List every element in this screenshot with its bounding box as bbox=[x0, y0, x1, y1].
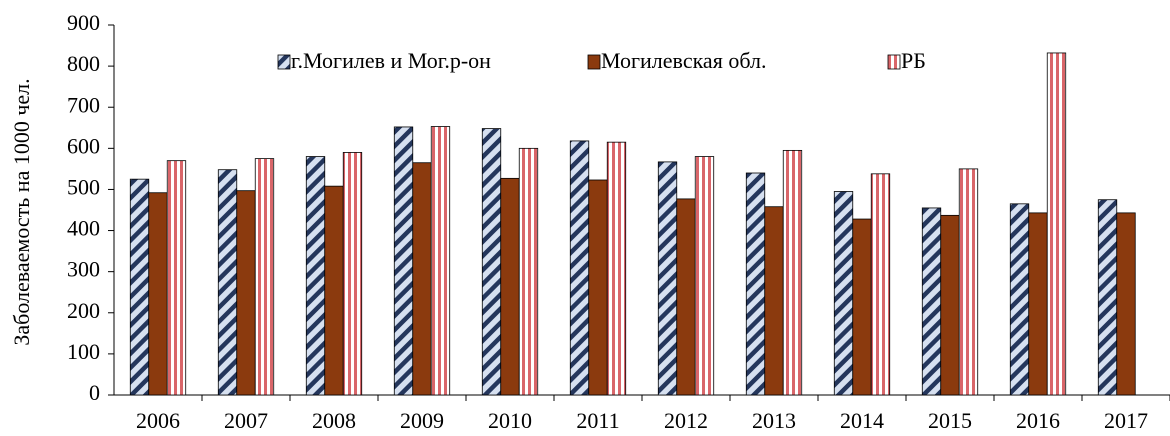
bar bbox=[500, 177, 520, 396]
y-tick-label: 700 bbox=[67, 92, 100, 117]
bar bbox=[852, 218, 872, 396]
bar bbox=[694, 156, 715, 396]
bar bbox=[412, 162, 432, 396]
bar bbox=[324, 185, 344, 396]
legend-swatch bbox=[887, 54, 901, 70]
y-tick-label: 500 bbox=[67, 174, 100, 199]
bar bbox=[1097, 199, 1118, 396]
bar bbox=[606, 141, 627, 396]
x-tick-label: 2010 bbox=[488, 408, 532, 433]
bar bbox=[1009, 203, 1030, 396]
legend-label: Могилевская обл. bbox=[601, 48, 766, 73]
y-tick-label: 200 bbox=[67, 298, 100, 323]
x-tick-label: 2009 bbox=[400, 408, 444, 433]
bar bbox=[588, 179, 608, 396]
x-tick-label: 2014 bbox=[840, 408, 884, 433]
bar bbox=[657, 161, 678, 396]
x-tick-label: 2012 bbox=[664, 408, 708, 433]
x-tick-label: 2006 bbox=[136, 408, 180, 433]
bar bbox=[782, 149, 803, 396]
bar bbox=[958, 168, 979, 396]
bar bbox=[148, 192, 168, 396]
y-tick-label: 600 bbox=[67, 133, 100, 158]
bar bbox=[745, 172, 766, 396]
legend-label: г.Могилев и Мог.р-он bbox=[291, 48, 491, 73]
x-tick-label: 2016 bbox=[1016, 408, 1060, 433]
bar bbox=[921, 207, 942, 396]
x-tick-label: 2008 bbox=[312, 408, 356, 433]
legend-label: РБ bbox=[901, 48, 926, 73]
bar bbox=[481, 128, 502, 396]
x-tick-label: 2013 bbox=[752, 408, 796, 433]
y-tick-label: 300 bbox=[67, 257, 100, 282]
bar bbox=[393, 126, 414, 396]
bar bbox=[676, 198, 696, 396]
bar bbox=[518, 147, 539, 396]
bar bbox=[236, 190, 256, 396]
bar bbox=[1028, 212, 1048, 396]
y-tick-label: 100 bbox=[67, 339, 100, 364]
y-tick-label: 800 bbox=[67, 51, 100, 76]
bar bbox=[764, 206, 784, 396]
x-tick-label: 2015 bbox=[928, 408, 972, 433]
bar bbox=[1116, 212, 1136, 396]
bar bbox=[305, 156, 326, 396]
x-tick-label: 2017 bbox=[1104, 408, 1148, 433]
bar bbox=[217, 169, 238, 396]
bar bbox=[870, 173, 891, 396]
bar bbox=[166, 160, 187, 396]
y-tick-label: 400 bbox=[67, 216, 100, 241]
bar bbox=[129, 178, 150, 396]
bar bbox=[833, 191, 854, 396]
y-axis-label: Заболеваемость на 1000 чел. bbox=[9, 78, 34, 345]
bar bbox=[342, 152, 363, 396]
bar bbox=[430, 126, 451, 396]
y-tick-label: 0 bbox=[89, 380, 100, 405]
legend-swatch bbox=[277, 54, 291, 70]
y-tick-label: 900 bbox=[67, 10, 100, 35]
x-tick-label: 2007 bbox=[224, 408, 268, 433]
bar bbox=[254, 158, 275, 396]
bar bbox=[1046, 52, 1067, 396]
bar bbox=[569, 140, 590, 396]
x-tick-label: 2011 bbox=[576, 408, 619, 433]
legend-swatch bbox=[587, 54, 601, 70]
bar bbox=[940, 214, 960, 396]
